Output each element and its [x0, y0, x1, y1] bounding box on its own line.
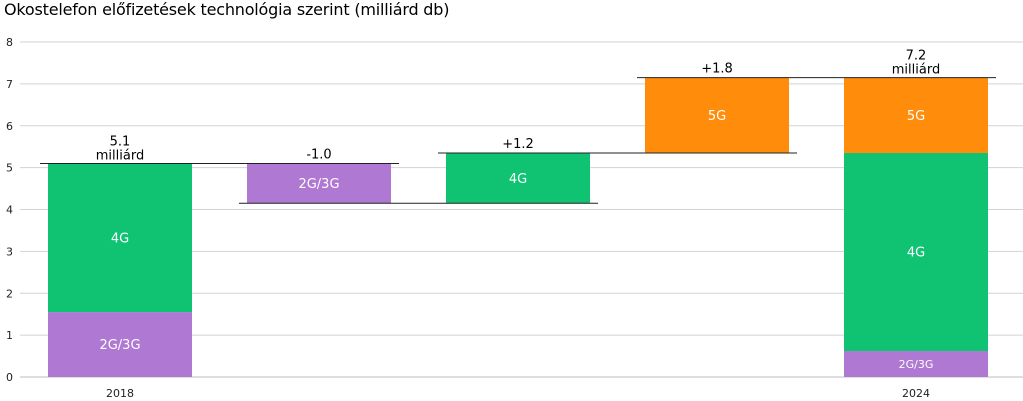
- labels-layer: 2G/3G4G5.1milliárd2G/3G-1.04G+1.25G+1.82…: [96, 49, 940, 371]
- bar-segment: [48, 312, 192, 377]
- y-tick-label: 2: [6, 287, 13, 300]
- segment-label: 4G: [111, 231, 129, 246]
- y-tick-label: 1: [6, 329, 13, 342]
- y-tick-label: 8: [6, 36, 13, 49]
- total-unit-label: milliárd: [96, 148, 144, 163]
- y-tick-label: 4: [6, 204, 13, 217]
- bars-layer: [48, 77, 988, 377]
- segment-label: 2G/3G: [298, 177, 339, 192]
- x-axis-ticks: 2018 2024: [106, 387, 930, 400]
- connectors-layer: [40, 77, 996, 204]
- segment-label: 4G: [907, 246, 925, 261]
- change-value-label: -1.0: [306, 147, 331, 162]
- segment-label: 2G/3G: [99, 338, 140, 353]
- y-tick-label: 0: [6, 371, 13, 384]
- x-tick-label: 2018: [106, 387, 134, 400]
- chart-title: Okostelefon előfizetések technológia sze…: [4, 0, 450, 19]
- bar-segment: [844, 152, 988, 352]
- y-tick-label: 6: [6, 120, 13, 133]
- y-tick-label: 5: [6, 162, 13, 175]
- bar-segment: [645, 77, 789, 153]
- segment-label: 2G/3G: [899, 358, 934, 371]
- y-tick-label: 7: [6, 78, 13, 91]
- bar-segment: [844, 351, 988, 377]
- y-tick-label: 3: [6, 245, 13, 258]
- y-axis-ticks: 0 1 2 3 4 5 6 7 8: [6, 36, 13, 384]
- segment-label: 5G: [907, 109, 925, 124]
- total-unit-label: milliárd: [892, 63, 940, 78]
- bar-segment: [844, 77, 988, 153]
- segment-label: 4G: [509, 172, 527, 187]
- bar-segment: [446, 152, 590, 204]
- change-value-label: +1.8: [701, 62, 733, 77]
- total-value-label: 5.1: [110, 134, 131, 149]
- bar-segment: [48, 163, 192, 313]
- total-value-label: 7.2: [906, 49, 927, 64]
- change-value-label: +1.2: [502, 137, 534, 152]
- bar-segment: [247, 163, 391, 204]
- segment-label: 5G: [708, 109, 726, 124]
- x-tick-label: 2024: [902, 387, 930, 400]
